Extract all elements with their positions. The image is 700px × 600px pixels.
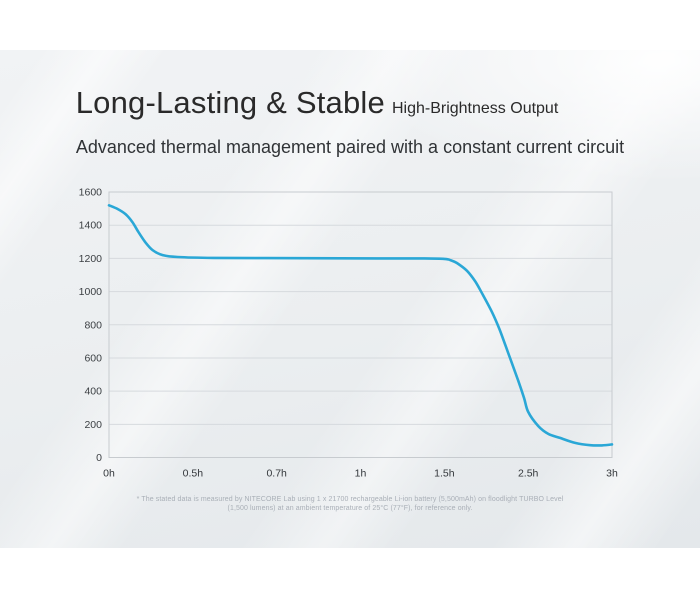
x-axis-label-0.7h: 0.7h bbox=[266, 468, 287, 480]
background-graphic bbox=[0, 50, 700, 548]
y-axis-label-1200: 1200 bbox=[79, 253, 103, 265]
y-axis-label-600: 600 bbox=[84, 352, 102, 364]
y-axis-label-0: 0 bbox=[96, 452, 102, 464]
y-axis-label-800: 800 bbox=[84, 319, 102, 331]
footnote-line-1: * The stated data is measured by NITECOR… bbox=[136, 496, 564, 503]
page-title: Long-Lasting & Stable High-Brightness Out… bbox=[0, 86, 634, 118]
page-subtitle: Advanced thermal management paired with … bbox=[75, 137, 625, 157]
brightness-runtime-curve bbox=[107, 204, 614, 447]
x-axis-label-1h: 1h bbox=[355, 468, 367, 480]
page-header: Long-Lasting & Stable High-Brightness Out… bbox=[0, 86, 634, 118]
x-axis-label-0h: 0h bbox=[103, 468, 115, 480]
x-axis-label-1.5h: 1.5h bbox=[434, 468, 455, 480]
y-axis-label-400: 400 bbox=[84, 386, 102, 398]
x-axis-label-0.5h: 0.5h bbox=[183, 468, 204, 480]
footnote-line-2: (1,500 lumens) at an ambient temperature… bbox=[227, 504, 473, 512]
y-axis-label-1400: 1400 bbox=[79, 220, 103, 232]
x-axis-label-3h: 3h bbox=[606, 468, 618, 480]
y-axis-label-200: 200 bbox=[84, 419, 102, 431]
y-axis-label-1000: 1000 bbox=[79, 286, 103, 298]
plot-border bbox=[108, 191, 613, 458]
y-axis-label-1600: 1600 bbox=[79, 187, 103, 199]
page-title-main: Long-Lasting & Stable bbox=[75, 85, 385, 120]
x-axis-label-2.5h: 2.5h bbox=[518, 468, 539, 480]
page-title-suffix: High-Brightness Output bbox=[391, 100, 559, 117]
chart-footnote: * The stated data is measured by NITECOR… bbox=[0, 496, 700, 513]
